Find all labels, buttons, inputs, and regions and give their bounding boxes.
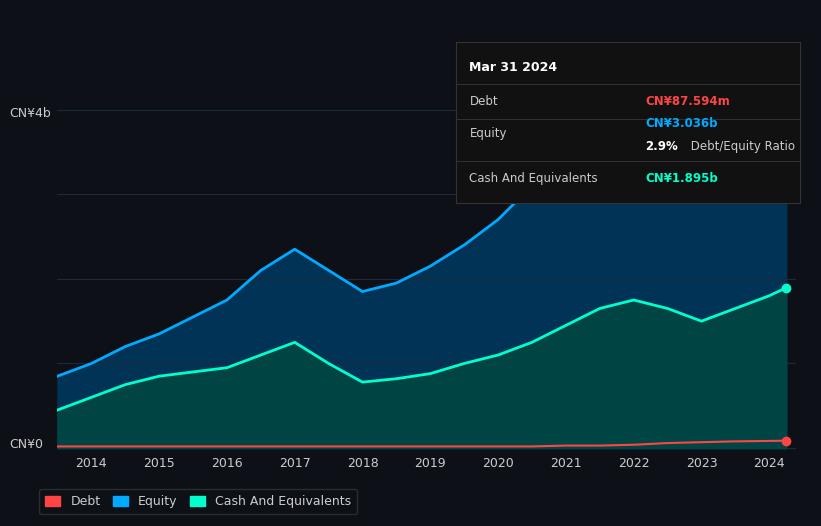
Text: CN¥87.594m: CN¥87.594m (645, 95, 730, 108)
Text: Debt/Equity Ratio: Debt/Equity Ratio (686, 140, 795, 153)
Text: CN¥1.895b: CN¥1.895b (645, 172, 718, 185)
Text: CN¥4b: CN¥4b (10, 107, 51, 120)
Text: Equity: Equity (470, 127, 507, 140)
Text: Mar 31 2024: Mar 31 2024 (470, 62, 557, 74)
Text: Debt: Debt (470, 95, 498, 108)
Text: 2.9%: 2.9% (645, 140, 678, 153)
Text: CN¥0: CN¥0 (10, 439, 44, 451)
Text: CN¥3.036b: CN¥3.036b (645, 117, 718, 130)
Text: Cash And Equivalents: Cash And Equivalents (470, 172, 598, 185)
Legend: Debt, Equity, Cash And Equivalents: Debt, Equity, Cash And Equivalents (39, 489, 357, 514)
